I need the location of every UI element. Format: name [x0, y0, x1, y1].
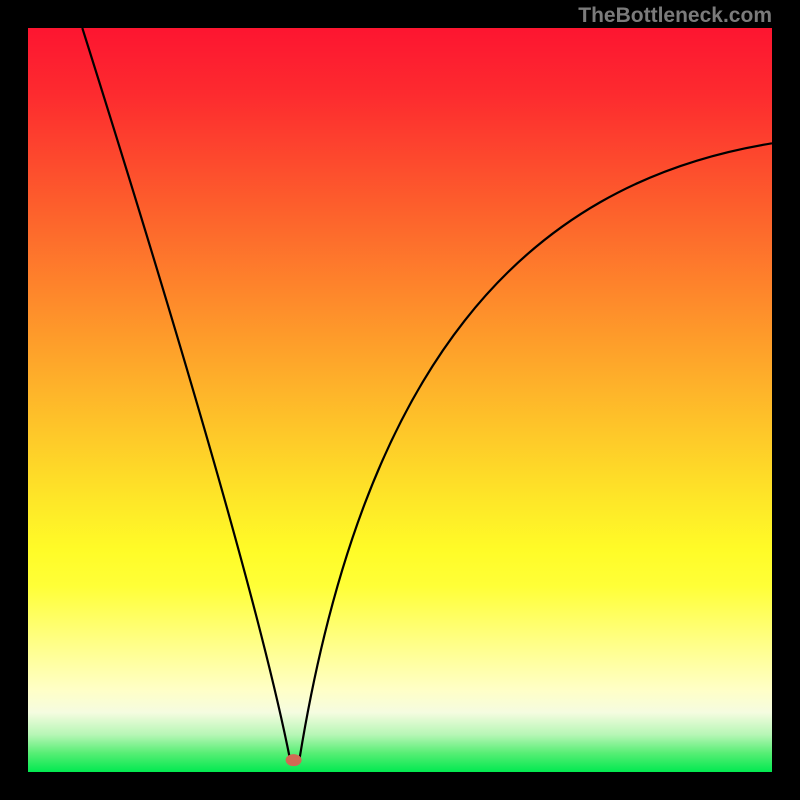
- chart-background: [28, 28, 772, 772]
- bottleneck-chart: [28, 28, 772, 772]
- watermark-text: TheBottleneck.com: [578, 4, 772, 28]
- minimum-marker: [286, 754, 302, 766]
